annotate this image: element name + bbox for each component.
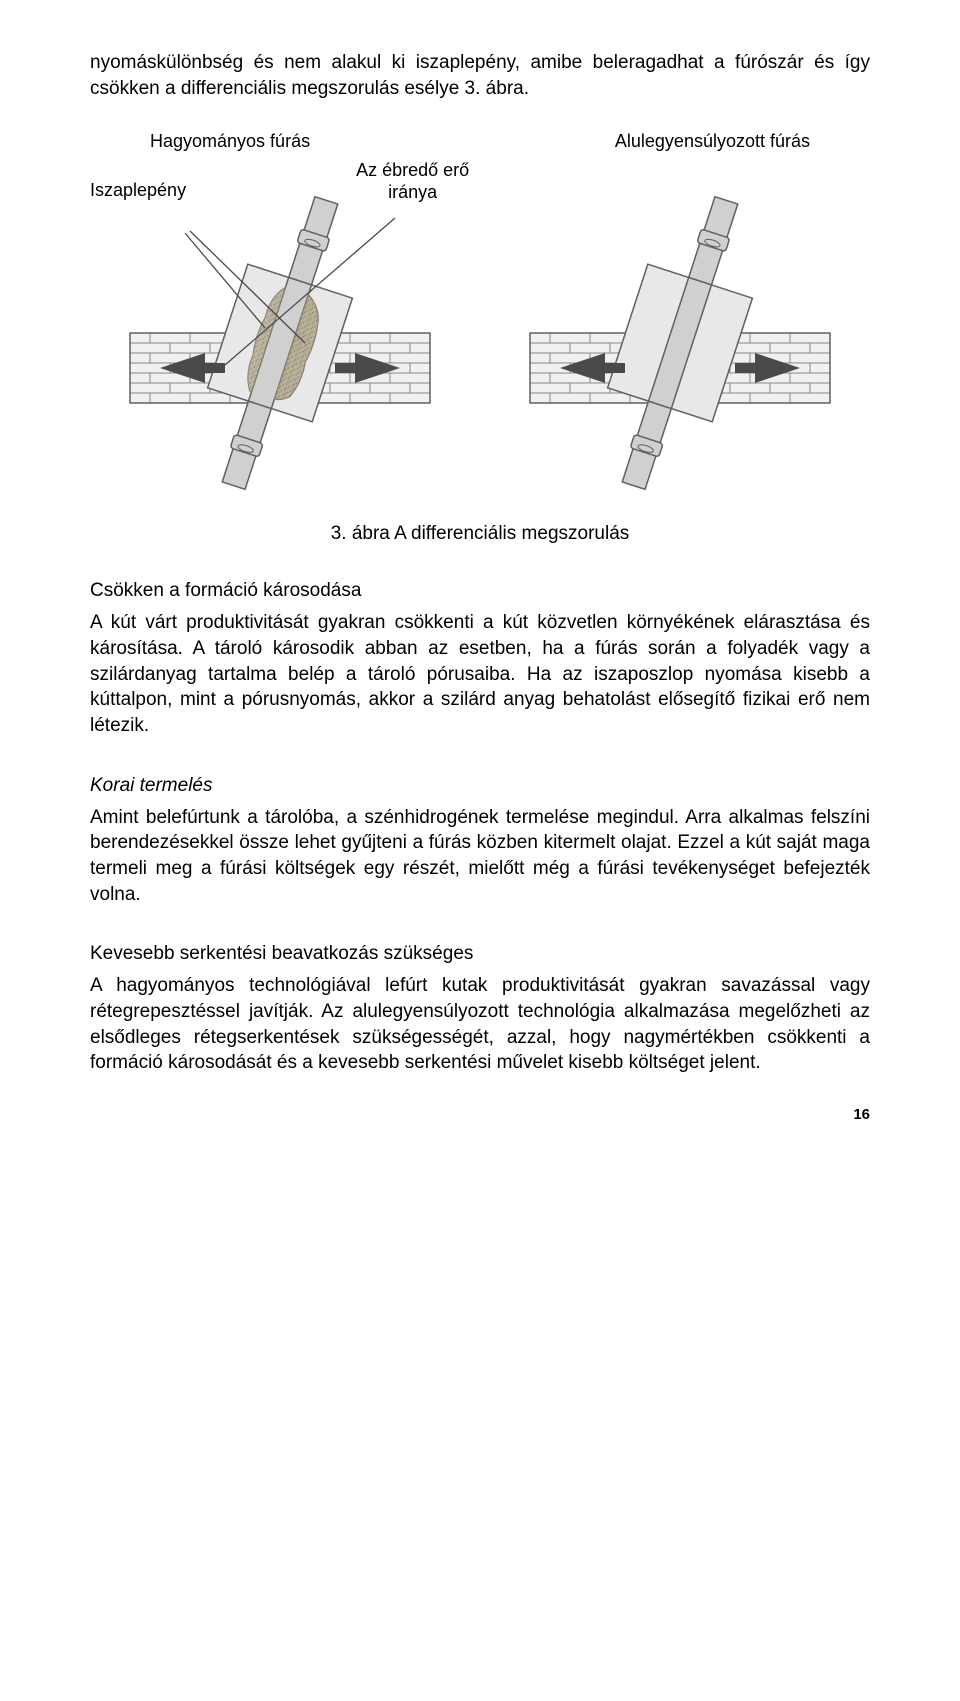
section2-heading: Korai termelés — [90, 775, 870, 797]
figure-top-labels: Hagyományos fúrás Alulegyensúlyozott fúr… — [90, 131, 870, 152]
section1-heading: Csökken a formáció károsodása — [90, 580, 870, 602]
section3-heading: Kevesebb serkentési beavatkozás szüksége… — [90, 943, 870, 965]
drilling-diagram-svg — [100, 193, 860, 493]
figure-caption: 3. ábra A differenciális megszorulás — [90, 523, 870, 545]
label-force-direction: Az ébredő erő iránya — [356, 160, 469, 203]
intro-paragraph: nyomáskülönbség és nem alakul ki iszaple… — [90, 50, 870, 101]
section3-text: A hagyományos technológiával lefúrt kuta… — [90, 973, 870, 1076]
left-diagram — [130, 193, 430, 493]
figure-container: Hagyományos fúrás Alulegyensúlyozott fúr… — [90, 131, 870, 493]
label-force-line1: Az ébredő erő — [356, 160, 469, 180]
label-force-line2: iránya — [388, 182, 437, 202]
right-diagram — [530, 193, 830, 493]
label-mudcake: Iszaplepény — [90, 180, 186, 201]
label-conventional: Hagyományos fúrás — [150, 131, 310, 152]
page-number: 16 — [90, 1106, 870, 1123]
section2-text: Amint belefúrtunk a tárolóba, a szénhidr… — [90, 805, 870, 908]
section1-text: A kút várt produktivitását gyakran csökk… — [90, 610, 870, 738]
label-underbalanced: Alulegyensúlyozott fúrás — [615, 131, 810, 152]
